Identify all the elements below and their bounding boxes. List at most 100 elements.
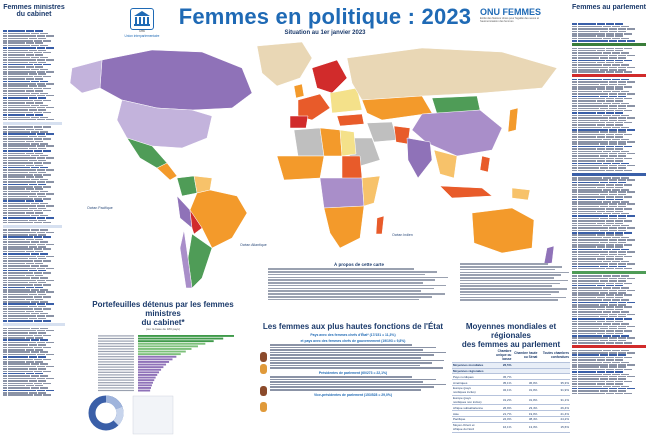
avg-cell-c: 26,4%: [538, 404, 570, 412]
text-line: [460, 268, 555, 271]
table-row: [572, 251, 646, 253]
table-row: [3, 174, 65, 176]
heads-title: Les femmes aux plus hautes fonctions de …: [262, 322, 444, 331]
portfolio-bar-label: [98, 389, 134, 392]
table-row: [572, 315, 646, 318]
avg-cell-b: 23,4%: [512, 404, 539, 412]
text-line: [460, 285, 553, 288]
map-argentina: [187, 233, 213, 289]
world-map-svg: [69, 41, 558, 289]
table-row: [572, 162, 646, 165]
ocean-label-atlantic: Océan Atlantique: [240, 243, 267, 247]
table-row: [572, 193, 646, 196]
portfolios-chart: [88, 335, 234, 435]
table-row: [572, 380, 646, 383]
map-scandinavia: [311, 59, 348, 94]
table-row: [3, 229, 65, 231]
table-row: [3, 267, 65, 270]
table-row: [3, 339, 65, 341]
table-row: [3, 250, 65, 253]
table-row: [3, 102, 65, 104]
table-row: [3, 90, 65, 92]
table-row: [3, 42, 65, 44]
table-row: [572, 52, 646, 54]
table-row: [3, 35, 65, 37]
table-row: [572, 390, 646, 392]
ipu-year: 1889: [139, 30, 145, 33]
portfolio-bar: [138, 335, 234, 337]
text-line: [270, 351, 447, 354]
heads-line-1: Pays avec des femmes chefs d'État* (17/1…: [310, 333, 396, 337]
table-row: [572, 126, 646, 129]
table-row: [572, 306, 646, 308]
table-row: [572, 208, 646, 210]
table-row: [3, 159, 65, 162]
table-row: [3, 305, 65, 308]
table-row: [3, 143, 65, 145]
table-row: Pacifique 22,0% 38,4% 24,2%: [452, 416, 570, 423]
table-row: [3, 337, 65, 339]
avg-cell-a: 35,1%: [485, 379, 513, 386]
map-west-africa: [276, 155, 325, 181]
table-row: [572, 392, 646, 395]
table-row: [3, 265, 65, 267]
table-row: [3, 178, 65, 181]
heads-text-1: [270, 344, 448, 369]
portfolio-bar-label: [98, 345, 134, 347]
table-row: [572, 212, 646, 215]
map-chile: [179, 229, 193, 289]
left-column-cabinet-ministers: Femmes ministres du cabinet: [3, 4, 65, 425]
table-row: [3, 320, 65, 322]
text-line: [270, 362, 432, 364]
map-alaska: [69, 59, 103, 94]
table-row: [572, 100, 646, 102]
page-title: Femmes en politique : 2023: [178, 4, 472, 29]
avg-header-0: [452, 349, 486, 363]
table-row: [572, 275, 646, 277]
avg-cell-c: 35,3%: [538, 379, 570, 386]
avg-cell-b: 13,3%: [512, 422, 539, 433]
text-line: [460, 274, 562, 276]
table-row: [572, 138, 646, 141]
avg-cell-a: 16,1%: [485, 422, 513, 433]
table-row: [3, 293, 65, 296]
ipu-name: Union interparlementaire: [124, 34, 160, 38]
table-row: [3, 279, 65, 281]
table-row: [572, 375, 646, 378]
table-row: [3, 59, 65, 61]
right-column-title: Femmes au parlement: [572, 4, 646, 11]
table-row: [3, 291, 65, 293]
table-row: [3, 214, 65, 217]
map-usa: [116, 99, 213, 149]
table-row: [572, 205, 646, 208]
table-row: [572, 203, 646, 205]
table-row: [3, 200, 65, 202]
table-row: [572, 66, 646, 69]
table-row: [3, 286, 65, 289]
portfolio-bar-label: [98, 340, 134, 342]
portfolio-bar-label: [98, 363, 134, 366]
table-row: [572, 181, 646, 184]
table-row: [3, 380, 65, 382]
avg-cell-c: 31,9%: [538, 385, 570, 396]
table-row: [572, 169, 646, 172]
table-row: [572, 189, 646, 191]
ocean-label-indian: Océan Indien: [392, 233, 413, 237]
table-row: [3, 138, 65, 140]
table-row: [3, 217, 65, 219]
table-row: [3, 277, 65, 279]
avg-header-2: Chambre haute ou Sénat: [512, 349, 539, 363]
table-row: [572, 387, 646, 390]
table-band: [3, 323, 65, 327]
table-row: [3, 56, 65, 59]
table-row: [3, 387, 65, 389]
table-row: [3, 389, 65, 392]
table-row: [572, 145, 646, 148]
table-band: [572, 74, 646, 78]
table-band: [572, 345, 646, 349]
table-row: [572, 198, 646, 201]
table-row: [572, 160, 646, 162]
table-row: [572, 107, 646, 110]
table-row: Europe (pays nordiques inclus) 32,1% 31,0%…: [452, 385, 570, 396]
person-icon: [260, 364, 267, 374]
